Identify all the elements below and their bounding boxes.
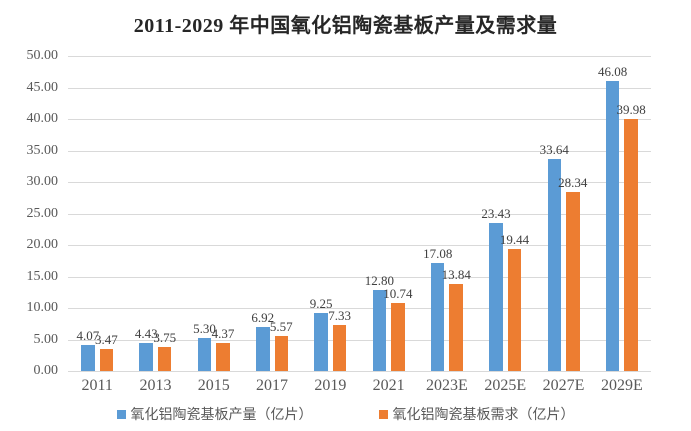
y-tick-label: 30.00 [26,174,59,189]
value-label: 7.33 [328,307,351,323]
legend-item-production: 氧化铝陶瓷基板产量（亿片） [116,404,313,424]
bar-demand [332,324,347,371]
bar-demand [216,343,230,371]
x-tick-label: 2019 [314,377,347,394]
bar-demand [99,349,114,371]
bar-production [605,80,620,371]
value-label: 12.80 [364,273,395,289]
bar-production [81,345,95,371]
gridline [68,87,651,89]
gridline [68,56,651,57]
gridline [68,150,651,152]
bar-production [489,223,503,371]
value-label: 23.43 [481,206,511,222]
y-tick-label: 10.00 [26,300,59,315]
legend-label-production: 氧化铝陶瓷基板产量（亿片） [130,408,313,423]
legend: 氧化铝陶瓷基板产量（亿片） 氧化铝陶瓷基板需求（亿片） [0,404,691,424]
bar-demand [157,347,172,371]
bar-demand [566,192,580,371]
bar-production [372,290,387,371]
chart-title: 2011-2029 年中国氧化铝陶瓷基板产量及需求量 [133,15,558,37]
gridline [68,119,651,120]
y-tick-label: 25.00 [26,205,59,221]
value-label: 6.92 [251,310,275,326]
value-label: 9.25 [309,295,333,311]
gridline [68,371,651,372]
value-label: 19.44 [499,231,530,247]
y-tick-label: 50.00 [26,48,59,63]
bar-demand [274,335,289,371]
bar-production [256,327,270,371]
bar-production [547,159,562,371]
value-label: 5.57 [269,318,293,334]
y-tick-label: 40.00 [26,111,59,126]
value-label: 17.08 [423,246,453,262]
x-tick-label: 2011 [81,377,113,394]
bar-production [197,337,212,371]
x-tick-label: 2015 [197,377,230,394]
value-label: 39.98 [616,102,646,118]
y-axis: 0.00 5.00 10.00 15.00 20.00 25.00 30.00 35.00 40… [0,48,59,378]
plot-area: 4.07 3.47 4.43 3.75 5.30 4.37 6.92 5.57 9.25 7.33… [68,56,651,372]
value-label: 13.84 [441,266,471,282]
gridline [68,182,651,183]
value-label: 4.43 [134,326,158,342]
bar-production [314,312,328,371]
y-tick-label: 35.00 [26,142,59,158]
y-tick-label: 0.00 [33,363,59,378]
y-tick-label: 5.00 [33,331,59,347]
value-label: 46.08 [597,63,628,79]
value-label: 4.07 [76,328,100,344]
gridline [68,245,651,246]
value-label: 3.47 [95,332,118,348]
gridline [68,339,651,341]
bar-demand [624,119,638,371]
y-tick-label: 15.00 [26,268,59,284]
value-label: 10.74 [383,286,413,302]
value-label: 28.34 [558,175,588,191]
x-tick-label: 2017 [256,377,289,394]
value-label: 4.37 [211,326,235,342]
x-tick-label: 2021 [372,377,405,394]
legend-swatch-demand-icon [378,409,388,419]
legend-label-demand: 氧化铝陶瓷基板需求（亿片） [392,408,575,423]
value-label: 33.64 [539,142,569,158]
value-label: 5.30 [193,320,216,336]
x-tick-label: 2027E [542,377,585,394]
legend-swatch-production-icon [116,409,126,419]
x-tick-label: 2023E [426,377,468,394]
gridline [68,213,651,215]
x-tick-label: 2029E [600,377,643,394]
y-tick-label: 20.00 [26,237,59,252]
bar-production [139,343,153,371]
bar-demand [507,248,522,371]
x-tick-label: 2013 [139,377,172,394]
bar-demand [449,283,463,371]
gridline [68,308,651,309]
gridline [68,276,651,278]
value-label: 3.75 [153,330,177,346]
x-axis: 2011 2013 2015 2017 2019 2021 2023E 2025E 2027E 2… [68,377,651,397]
bar-demand [391,303,405,371]
x-tick-label: 2025E [484,377,527,394]
y-tick-label: 45.00 [26,79,59,95]
bar-production [430,263,445,371]
legend-item-demand: 氧化铝陶瓷基板需求（亿片） [378,404,575,424]
